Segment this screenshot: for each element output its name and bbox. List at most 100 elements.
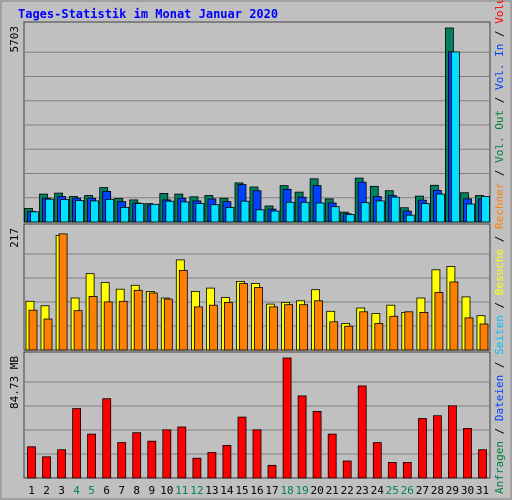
bar-seiten-day-29 <box>450 51 460 223</box>
legend-entry: Besuche <box>493 249 506 295</box>
bar-volumen-day-21 <box>327 433 337 479</box>
x-tick-label: 29 <box>446 484 459 497</box>
legend-entry: / <box>493 90 506 110</box>
bar-seiten-day-5 <box>90 200 99 223</box>
x-tick-label: 17 <box>265 484 278 497</box>
x-tick-label: 15 <box>235 484 248 497</box>
bar-rechner-day-11 <box>178 269 188 351</box>
bar-seiten-day-30 <box>466 203 475 223</box>
bar-volumen-day-24 <box>372 442 382 479</box>
x-tick-label: 10 <box>160 484 173 497</box>
panel-max-label: 5703 <box>8 26 21 53</box>
bar-volumen-day-18 <box>282 357 292 479</box>
legend-entry: Volumen <box>493 0 506 24</box>
bar-rechner-day-19 <box>299 304 309 351</box>
x-tick-label: 23 <box>356 484 369 497</box>
bar-seiten-day-6 <box>105 199 115 223</box>
bar-volumen-day-27 <box>417 418 427 479</box>
panel-top: 5703 <box>8 21 491 223</box>
bar-volumen-day-30 <box>463 427 472 479</box>
bar-rechner-day-25 <box>389 315 399 351</box>
bar-seiten-day-1 <box>30 211 39 223</box>
x-tick-label: 24 <box>371 484 385 497</box>
legend-entry: Vol. Out <box>493 110 506 163</box>
bar-volumen-day-5 <box>87 433 96 479</box>
bar-volumen-day-31 <box>478 449 487 479</box>
bar-rechner-day-1 <box>28 309 38 351</box>
panel-middle: 217 <box>8 223 491 351</box>
bar-volumen-day-12 <box>192 457 202 479</box>
bar-seiten-day-4 <box>75 200 84 223</box>
bar-seiten-day-19 <box>300 201 310 223</box>
bar-seiten-day-8 <box>135 203 145 223</box>
x-tick-label: 11 <box>175 484 188 497</box>
bar-rechner-day-27 <box>419 311 429 351</box>
bar-rechner-day-17 <box>269 306 278 351</box>
bar-rechner-day-2 <box>43 318 53 351</box>
bar-seiten-day-16 <box>255 209 265 223</box>
legend-entry: Rechner <box>493 182 506 229</box>
x-tick-label: 8 <box>133 484 140 497</box>
x-tick-label: 20 <box>310 484 323 497</box>
bar-volumen-day-16 <box>252 429 262 479</box>
bar-rechner-day-6 <box>103 301 113 351</box>
bar-rechner-day-26 <box>404 311 414 351</box>
bar-seiten-day-3 <box>60 199 69 223</box>
chart-panels: 5703 217 84.73 MB <box>8 21 491 479</box>
legend-entry: / <box>493 163 506 183</box>
bar-volumen-day-17 <box>267 464 277 479</box>
bar-rechner-day-5 <box>88 295 98 351</box>
legend-entry: Dateien <box>493 375 506 421</box>
series-legend: Anfragen / Dateien / Seiten / Besuche / … <box>493 0 506 494</box>
bar-seiten-day-2 <box>45 198 54 223</box>
x-tick-label: 3 <box>58 484 65 497</box>
bar-seiten-day-23 <box>360 202 370 223</box>
x-tick-label: 28 <box>431 484 444 497</box>
bar-seiten-day-9 <box>150 203 160 223</box>
x-tick-label: 25 <box>386 484 399 497</box>
bar-volumen-day-2 <box>42 456 51 479</box>
bar-rechner-day-21 <box>329 321 339 351</box>
legend-entry: Seiten <box>493 315 506 355</box>
bar-rechner-day-15 <box>239 283 248 351</box>
x-tick-label: 27 <box>416 484 429 497</box>
bar-rechner-day-20 <box>314 300 324 351</box>
bar-volumen-day-15 <box>237 416 247 479</box>
bar-rechner-day-8 <box>133 289 143 351</box>
bar-seiten-day-15 <box>240 200 250 223</box>
bar-seiten-day-11 <box>180 201 190 223</box>
x-tick-label: 14 <box>220 484 234 497</box>
bar-volumen-day-8 <box>132 432 142 479</box>
bar-seiten-day-13 <box>210 204 220 223</box>
x-tick-label: 16 <box>250 484 263 497</box>
bar-rechner-day-29 <box>449 281 459 351</box>
bar-volumen-day-7 <box>117 442 127 479</box>
bar-volumen-day-11 <box>177 426 187 479</box>
bar-seiten-day-10 <box>165 200 175 223</box>
bar-volumen-day-6 <box>102 398 112 479</box>
bar-rechner-day-28 <box>434 292 444 351</box>
x-tick-label: 30 <box>461 484 474 497</box>
bar-seiten-day-26 <box>405 214 415 223</box>
bar-rechner-day-30 <box>464 317 474 351</box>
bar-seiten-day-17 <box>270 210 280 223</box>
bar-seiten-day-7 <box>120 206 130 223</box>
bar-rechner-day-24 <box>374 323 384 351</box>
x-tick-label: 13 <box>205 484 218 497</box>
legend-entry: Vol. In <box>493 44 506 90</box>
bar-volumen-day-14 <box>222 444 232 479</box>
bar-volumen-day-9 <box>147 440 157 479</box>
bar-rechner-day-14 <box>223 301 233 351</box>
bar-rechner-day-22 <box>344 325 354 351</box>
bar-seiten-day-14 <box>225 206 235 223</box>
x-tick-label: 22 <box>341 484 354 497</box>
x-tick-label: 5 <box>88 484 95 497</box>
bar-seiten-day-21 <box>330 206 340 223</box>
bar-volumen-day-25 <box>387 461 397 479</box>
chart-title: Tages-Statistik im Monat Januar 2020 <box>18 7 278 21</box>
bar-seiten-day-12 <box>195 203 205 223</box>
legend-entry: / <box>493 295 506 315</box>
x-tick-label: 21 <box>326 484 339 497</box>
